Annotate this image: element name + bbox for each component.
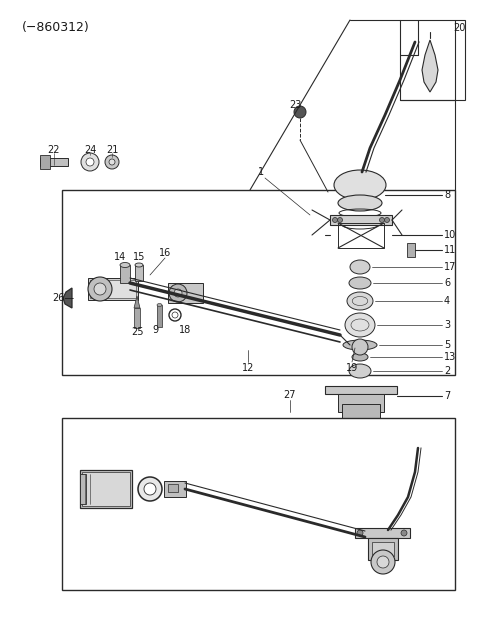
Bar [62,418,455,590]
Ellipse shape [345,313,375,337]
Text: 15: 15 [133,252,145,262]
Text: 26—: 26— [52,293,74,303]
Circle shape [357,530,363,536]
Bar [120,265,130,283]
Text: 23: 23 [289,100,301,110]
Circle shape [81,153,99,171]
Ellipse shape [135,263,143,267]
Circle shape [352,339,368,355]
Text: 6: 6 [444,278,450,288]
Bar [40,158,68,166]
Circle shape [294,106,306,118]
Text: 18: 18 [179,325,191,335]
Text: 16: 16 [159,248,171,258]
Text: 14: 14 [114,252,126,262]
Text: 17: 17 [444,262,456,272]
Bar [164,481,186,497]
Bar [157,305,162,327]
Circle shape [401,530,407,536]
Bar [62,190,455,375]
Circle shape [86,158,94,166]
Bar [342,404,380,418]
Circle shape [109,159,115,165]
Circle shape [88,277,112,301]
Circle shape [384,218,389,223]
Text: 21: 21 [106,145,118,155]
Circle shape [380,218,384,223]
Text: 11: 11 [444,245,456,255]
Circle shape [144,483,156,495]
Polygon shape [134,296,140,308]
Text: 7: 7 [444,391,450,401]
Bar [400,20,465,100]
Bar [80,470,132,508]
Text: 12: 12 [242,363,254,373]
Text: (−860312): (−860312) [22,21,90,34]
Text: 13: 13 [444,352,456,362]
Text: 2: 2 [444,366,450,376]
Polygon shape [63,288,72,308]
Ellipse shape [352,353,368,361]
Circle shape [94,283,106,295]
Text: 9: 9 [152,325,158,335]
Circle shape [337,218,343,223]
Bar [90,280,136,298]
Text: 27: 27 [284,390,296,400]
Text: 1: 1 [258,167,264,177]
Circle shape [377,556,389,568]
Text: 19: 19 [346,363,358,373]
Bar [80,474,86,504]
Text: 3: 3 [444,320,450,330]
Bar [168,283,203,303]
Bar [372,542,394,556]
Circle shape [333,218,337,223]
Bar [325,386,397,394]
Text: 24: 24 [84,145,96,155]
Ellipse shape [350,260,370,274]
Bar [134,308,140,328]
Text: 5: 5 [444,340,450,350]
Circle shape [138,477,162,501]
Bar [368,538,398,560]
Ellipse shape [157,303,162,306]
Text: 8: 8 [444,190,450,200]
Ellipse shape [347,292,373,310]
Bar [338,223,384,248]
Bar [407,243,415,257]
Ellipse shape [349,277,371,289]
Bar [88,278,138,300]
Bar [82,472,130,506]
Circle shape [371,550,395,574]
Text: 10: 10 [444,230,456,240]
Ellipse shape [334,170,386,200]
Circle shape [169,284,187,302]
Text: 20: 20 [453,23,466,33]
Ellipse shape [338,195,382,211]
Circle shape [105,155,119,169]
Circle shape [174,289,182,297]
Bar [330,215,392,225]
Ellipse shape [120,263,130,268]
Bar [40,155,50,169]
Text: 4: 4 [444,296,450,306]
Bar [135,265,143,281]
Bar [355,528,410,538]
Bar [338,394,384,412]
Ellipse shape [349,364,371,378]
Text: 22: 22 [48,145,60,155]
Polygon shape [422,40,438,92]
Ellipse shape [343,340,377,350]
Bar [168,484,178,492]
Text: 25: 25 [131,327,143,337]
